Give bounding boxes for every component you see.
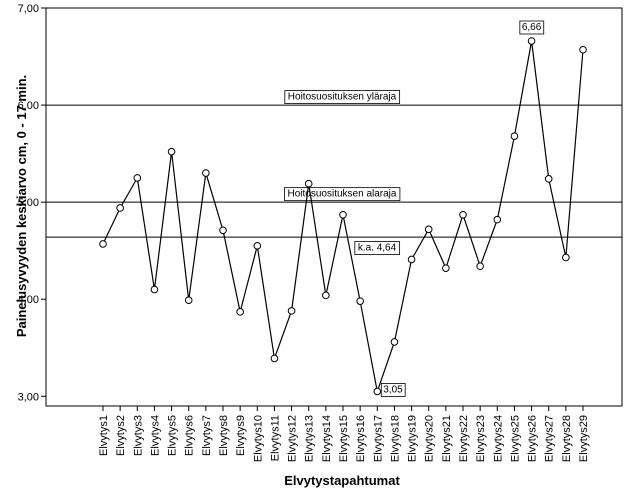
y-tick-label: 3,00 <box>18 391 39 403</box>
x-tick-label: Elvytys3 <box>132 415 144 456</box>
x-tick-label: Elvytys1 <box>98 415 110 456</box>
y-tick-label: 6,00 <box>18 100 39 112</box>
x-axis-title: Elvytystapahtumat <box>284 473 400 488</box>
data-point <box>407 255 416 264</box>
reference-label-box <box>354 241 401 255</box>
data-label-box <box>380 383 406 397</box>
data-point <box>562 253 570 262</box>
x-tick-label: Elvytys8 <box>218 415 230 456</box>
x-tick-label: Elvytys25 <box>509 415 521 462</box>
data-point <box>424 225 433 234</box>
x-tick-label: Elvytys29 <box>578 415 590 462</box>
x-tick-label: Elvytys13 <box>304 415 316 462</box>
x-axis-ticks: Elvytys1 Elvytys2 Elvytys3 Elvytys4 Elvytys5… <box>98 406 590 462</box>
data-label-box <box>519 20 545 35</box>
data-point <box>544 175 553 183</box>
data-point <box>202 169 210 177</box>
y-axis-ticks: 3,00 4,00 5,00 6,00 7,00 <box>18 3 46 403</box>
data-point <box>322 291 330 300</box>
data-point <box>287 307 296 315</box>
x-tick-label: Elvytys17 <box>372 415 384 462</box>
data-point <box>510 132 519 140</box>
x-tick-label: Elvytys15 <box>338 415 350 462</box>
x-tick-label: Elvytys9 <box>235 415 247 456</box>
x-tick-label: Elvytys5 <box>167 415 179 456</box>
y-tick-label: 7,00 <box>18 3 39 15</box>
data-point <box>493 215 502 224</box>
data-point <box>476 262 484 271</box>
data-point <box>253 242 262 250</box>
reference-line-label: Hoitosuosituksen alaraja <box>288 189 397 200</box>
x-tick-label: Elvytys10 <box>252 415 264 462</box>
reference-label-box <box>284 90 401 104</box>
data-point <box>527 37 536 45</box>
reference-label-box <box>284 187 401 202</box>
data-point <box>236 308 244 316</box>
x-tick-label: Elvytys27 <box>544 415 556 462</box>
x-tick-label: Elvytys7 <box>201 415 213 456</box>
y-axis-title: Painelusyvyyden keskiarvo cm, 0 - 17 min… <box>14 75 29 337</box>
x-tick-label: Elvytys2 <box>115 415 127 456</box>
x-tick-label: Elvytys6 <box>184 415 196 456</box>
x-tick-label: Elvytys23 <box>475 415 487 462</box>
data-labels: 6,66 3,05 <box>380 20 545 397</box>
x-tick-label: Elvytys20 <box>424 415 436 462</box>
data-point <box>167 147 176 156</box>
x-tick-label: Elvytys12 <box>287 415 299 462</box>
data-point <box>373 387 382 396</box>
data-point <box>219 226 227 235</box>
reference-line-label: k.a. 4,64 <box>358 243 397 254</box>
plot-area: Hoitosuosituksen yläraja Hoitosuosituksen… <box>45 7 623 407</box>
data-point <box>356 297 364 305</box>
data-point <box>304 179 313 188</box>
data-point <box>150 285 159 294</box>
data-point <box>270 354 279 363</box>
x-tick-label: Elvytys21 <box>441 415 453 462</box>
x-tick-label: Elvytys28 <box>561 415 573 462</box>
data-point <box>116 204 124 212</box>
data-label: 3,05 <box>383 384 403 395</box>
x-tick-label: Elvytys14 <box>321 415 333 462</box>
y-tick-label: 5,00 <box>18 197 39 209</box>
x-tick-label: Elvytys18 <box>389 415 401 462</box>
x-tick-label: Elvytys19 <box>407 415 419 462</box>
data-markers <box>99 37 587 396</box>
data-point <box>442 264 450 272</box>
reference-line-label: Hoitosuosituksen yläraja <box>288 92 397 103</box>
x-tick-label: Elvytys16 <box>355 415 367 462</box>
data-label: 6,66 <box>522 22 542 33</box>
x-tick-label: Elvytys24 <box>492 415 504 462</box>
x-tick-label: Elvytys22 <box>458 415 470 462</box>
data-point <box>339 210 347 219</box>
data-point <box>133 174 142 182</box>
data-point <box>579 45 587 54</box>
x-tick-label: Elvytys11 <box>269 415 281 461</box>
data-point <box>390 338 399 346</box>
data-point <box>184 296 193 304</box>
x-tick-label: Elvytys26 <box>527 415 539 462</box>
reference-lines: Hoitosuosituksen yläraja Hoitosuosituksen… <box>46 90 622 255</box>
plot-frame <box>45 7 623 407</box>
y-tick-label: 4,00 <box>18 294 39 306</box>
data-point <box>459 210 467 219</box>
x-tick-label: Elvytys4 <box>149 415 161 456</box>
data-point <box>99 240 107 248</box>
